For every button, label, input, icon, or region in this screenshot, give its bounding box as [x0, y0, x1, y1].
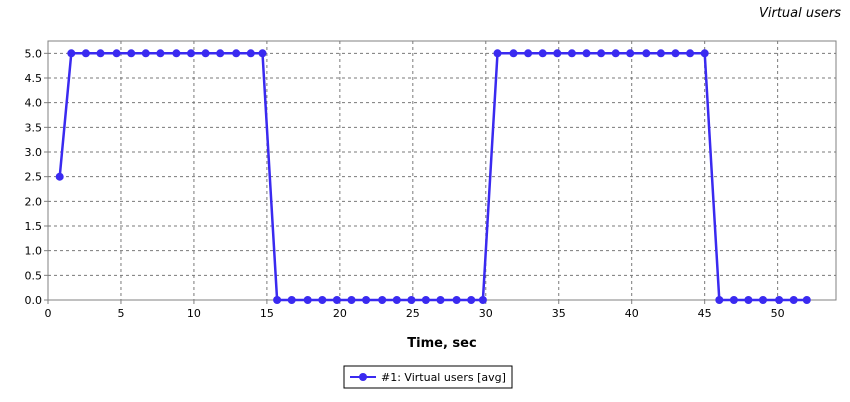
y-tick-label: 2.5	[25, 171, 43, 184]
data-point	[67, 49, 76, 58]
data-point	[802, 296, 811, 304]
x-tick-label: 40	[625, 307, 639, 320]
x-tick-label: 35	[552, 307, 566, 320]
data-point	[789, 296, 798, 304]
x-axis: 0 5 10 15 20 25 30 35 40 45 50	[45, 300, 785, 320]
data-point	[493, 49, 502, 58]
data-point	[347, 296, 356, 304]
data-point	[642, 49, 651, 58]
x-tick-label: 50	[771, 307, 785, 320]
x-tick-label: 25	[406, 307, 420, 320]
data-point	[258, 49, 267, 58]
data-point	[201, 49, 210, 58]
chart-title: Virtual users	[759, 6, 841, 21]
y-tick-label: 5.0	[25, 47, 43, 60]
data-point	[421, 296, 430, 304]
x-axis-label: Time, sec	[407, 336, 476, 351]
data-point	[597, 49, 606, 58]
x-tick-label: 30	[479, 307, 493, 320]
data-point	[141, 49, 150, 58]
x-tick-label: 10	[187, 307, 201, 320]
data-point	[567, 49, 576, 58]
data-point	[452, 296, 461, 304]
legend-label: #1: Virtual users [avg]	[381, 371, 506, 384]
y-tick-label: 4.0	[25, 97, 43, 110]
data-point	[626, 49, 635, 58]
data-point	[759, 296, 767, 304]
legend-marker	[359, 373, 367, 381]
data-point	[467, 296, 476, 304]
y-tick-label: 1.5	[25, 220, 43, 233]
data-point	[700, 49, 709, 58]
legend[interactable]: #1: Virtual users [avg]	[343, 365, 513, 389]
y-tick-label: 0.5	[25, 269, 43, 282]
y-tick-label: 3.0	[25, 146, 43, 159]
data-point	[436, 296, 445, 304]
grid-lines	[48, 41, 836, 300]
y-axis: 0.0 0.5 1.0 1.5 2.0 2.5 3.0 3.5 4.0 4.5 5.0	[25, 47, 48, 307]
data-point	[524, 49, 533, 58]
data-point	[96, 49, 105, 58]
data-point	[273, 296, 282, 304]
data-point	[172, 49, 181, 58]
data-point	[407, 296, 416, 304]
data-point	[156, 49, 165, 58]
data-point	[553, 49, 562, 58]
data-point	[318, 296, 327, 304]
x-tick-label: 5	[117, 307, 124, 320]
data-point	[671, 49, 680, 58]
series-line	[58, 52, 807, 302]
data-point	[509, 49, 518, 58]
y-tick-label: 0.0	[25, 294, 43, 307]
data-point	[287, 296, 296, 304]
data-point	[216, 49, 225, 58]
data-point	[246, 49, 255, 58]
data-point	[715, 296, 724, 304]
data-point	[362, 296, 371, 304]
data-point	[478, 296, 487, 304]
data-point	[656, 49, 665, 58]
legend-box	[343, 365, 513, 389]
data-point	[729, 296, 738, 304]
data-point	[686, 49, 695, 58]
data-point	[112, 49, 121, 58]
data-point	[744, 296, 753, 304]
data-point	[332, 296, 341, 304]
y-tick-label: 1.0	[25, 245, 43, 258]
y-tick-label: 4.5	[25, 72, 43, 85]
data-point	[775, 296, 784, 304]
x-tick-label: 0	[45, 307, 52, 320]
data-point	[611, 49, 620, 58]
series-group	[55, 49, 811, 304]
data-point	[392, 296, 401, 304]
x-tick-label: 45	[698, 307, 712, 320]
x-tick-label: 15	[260, 307, 274, 320]
x-tick-label: 20	[333, 307, 347, 320]
data-point	[378, 296, 387, 304]
data-point	[582, 49, 591, 58]
y-tick-label: 3.5	[25, 121, 43, 134]
y-tick-label: 2.0	[25, 195, 43, 208]
data-point	[127, 49, 136, 58]
data-point	[81, 49, 90, 58]
data-point	[538, 49, 547, 58]
data-point	[55, 172, 64, 181]
data-point	[303, 296, 312, 304]
data-point	[187, 49, 195, 58]
data-point	[232, 49, 241, 58]
